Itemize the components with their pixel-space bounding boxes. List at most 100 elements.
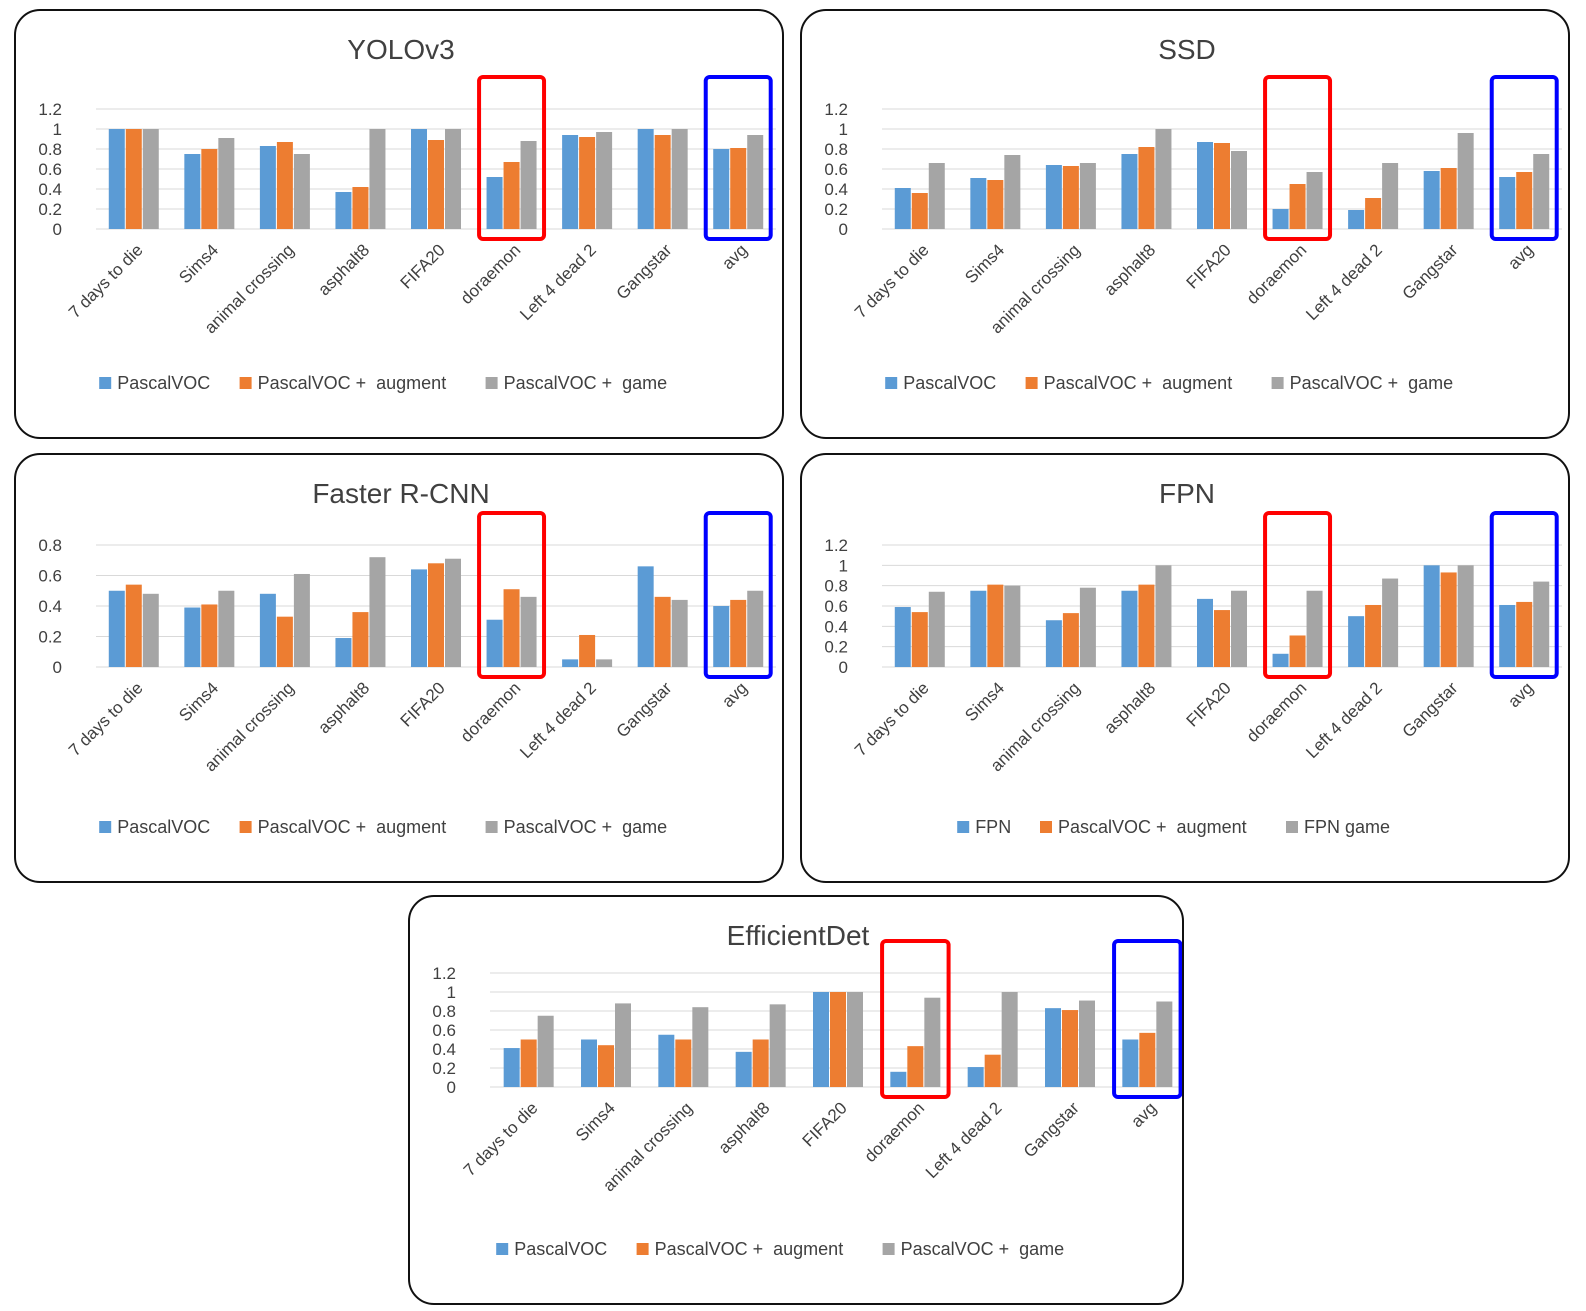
y-tick-label: 0.8	[38, 536, 62, 555]
bar-pascalvoc-augment-7-days-to-die	[911, 193, 928, 229]
y-tick-label: 0.6	[38, 567, 62, 586]
bar-pascalvoc-avg	[713, 606, 730, 667]
bar-pascalvoc-augment-avg	[1516, 172, 1533, 229]
bar-fpn-gangstar	[1423, 565, 1440, 667]
y-tick-label: 0.2	[824, 638, 848, 657]
bar-pascalvoc-sims4	[581, 1039, 597, 1087]
bar-pascalvoc-doraemon	[486, 177, 503, 229]
bar-pascalvoc-7-days-to-die	[503, 1048, 520, 1087]
bar-fpn-game-asphalt8	[1155, 565, 1172, 667]
legend-swatch-pascalvoc-augment	[636, 1243, 649, 1255]
highlight-box-red	[880, 939, 951, 1099]
x-tick-label: avg	[718, 240, 751, 273]
x-tick-label: Sims4	[572, 1098, 619, 1145]
y-tick-label: 0	[839, 658, 848, 677]
bar-pascalvoc-left-4-dead-2	[562, 659, 579, 667]
x-tick-label: Left 4 dead 2	[922, 1098, 1006, 1182]
x-tick-label: Gangstar	[1399, 678, 1462, 741]
bar-pascalvoc-game-gangstar	[671, 599, 688, 667]
legend-label: FPN game	[1304, 817, 1390, 837]
x-tick-label: Sims4	[961, 240, 1008, 287]
bar-pascalvoc-game-animal-crossing	[1079, 163, 1096, 229]
chart-title: Faster R-CNN	[312, 478, 489, 509]
x-tick-label: 7 days to die	[65, 678, 147, 760]
bar-fpn-asphalt8	[1121, 590, 1138, 667]
x-tick-label: 7 days to die	[65, 240, 147, 322]
chart-svg-yolov3: YOLOv3 00.20.40.60.811.2 7 days to die Sims…	[38, 34, 776, 393]
legend-swatch-pascalvoc-augment	[239, 821, 252, 833]
bar-pascalvoc-augment-fifa20	[1214, 143, 1230, 229]
bar-pascalvoc-augment-left-4-dead-2	[984, 1054, 1001, 1087]
y-tick-label: 0	[53, 658, 62, 677]
y-tick-label: 0.8	[38, 140, 62, 159]
bar-pascalvoc-augment-animal-crossing	[675, 1039, 692, 1087]
legend-swatch-pascalvoc-augment	[1040, 821, 1052, 833]
bar-pascalvoc-augment-avg	[1516, 601, 1533, 667]
legend-label: PascalVOC + augment	[655, 1239, 844, 1259]
highlight-box-red	[1263, 511, 1333, 679]
bar-pascalvoc-augment-7-days-to-die	[911, 612, 928, 667]
y-tick-label: 0.2	[432, 1059, 456, 1078]
x-tick-label: doraemon	[1243, 240, 1311, 308]
legend-swatch-fpn	[957, 821, 970, 833]
legend-swatch-pascalvoc	[885, 377, 898, 389]
bar-pascalvoc-doraemon	[486, 619, 503, 667]
bar-pascalvoc-augment-asphalt8	[1138, 584, 1155, 667]
bar-pascalvoc-game-doraemon	[520, 596, 537, 667]
x-tick-label: Sims4	[175, 240, 222, 287]
legend-label: PascalVOC + game	[901, 1239, 1065, 1259]
bar-pascalvoc-avg	[713, 149, 730, 229]
bar-pascalvoc-game-animal-crossing	[293, 573, 310, 667]
bar-pascalvoc-animal-crossing	[658, 1034, 675, 1087]
x-tick-label: Sims4	[175, 678, 222, 725]
bar-pascalvoc-game-animal-crossing	[293, 154, 310, 229]
bar-pascalvoc-augment-sims4	[201, 149, 218, 229]
legend-swatch-pascalvoc	[99, 821, 112, 833]
chart-panel-faster-rcnn: Faster R-CNN 0 0.2 0.4 0.6 0.8 7 days to die Si…	[14, 453, 784, 883]
y-tick-label: 1	[53, 120, 62, 139]
y-tick-label: 1	[447, 983, 456, 1002]
legend-label: PascalVOC	[117, 817, 210, 837]
highlight-box-red	[477, 75, 547, 241]
bar-pascalvoc-game-fifa20	[1231, 151, 1247, 229]
y-tick-label: 1.2	[38, 100, 62, 119]
bar-pascalvoc-augment-7-days-to-die	[125, 129, 142, 229]
bar-pascalvoc-animal-crossing	[259, 146, 276, 229]
bar-pascalvoc-left-4-dead-2	[967, 1067, 984, 1087]
chart-title: FPN	[1159, 478, 1215, 509]
x-tick-label: asphalt8	[314, 240, 373, 299]
bar-pascalvoc-sims4	[184, 607, 201, 667]
x-tick-label: asphalt8	[1100, 240, 1159, 299]
x-tick-label: Sims4	[961, 678, 1008, 725]
bar-pascalvoc-left-4-dead-2	[562, 135, 579, 229]
chart-title: SSD	[1158, 34, 1216, 65]
bar-pascalvoc-augment-fifa20	[1214, 610, 1230, 667]
bar-fpn-animal-crossing	[1045, 620, 1062, 667]
bar-fpn-game-fifa20	[1231, 590, 1247, 667]
legend-swatch-pascalvoc-augment	[239, 377, 252, 389]
y-tick-label: 0.4	[824, 617, 848, 636]
legend-swatch-pascalvoc-augment	[1025, 377, 1038, 389]
x-tick-label: Gangstar	[613, 240, 676, 303]
chart-title: YOLOv3	[347, 34, 454, 65]
y-tick-label: 0.6	[432, 1021, 456, 1040]
x-tick-label: Left 4 dead 2	[1302, 678, 1386, 762]
bar-pascalvoc-game-left-4-dead-2	[1001, 992, 1018, 1087]
bar-pascalvoc-doraemon	[890, 1071, 907, 1087]
y-tick-label: 0.4	[432, 1040, 456, 1059]
bar-pascalvoc-augment-fifa20	[830, 992, 846, 1087]
x-tick-label: doraemon	[457, 240, 525, 308]
y-tick-label: 0.4	[38, 597, 62, 616]
bar-fpn-fifa20	[1197, 598, 1213, 667]
x-tick-label: FIFA20	[799, 1098, 851, 1150]
bar-pascalvoc-augment-doraemon	[1289, 184, 1306, 229]
highlight-box-blue	[1489, 75, 1559, 241]
legend-label: PascalVOC + augment	[1058, 817, 1247, 837]
bar-pascalvoc-augment-sims4	[598, 1045, 614, 1087]
bar-fpn-left-4-dead-2	[1348, 616, 1365, 667]
chart-svg-faster-rcnn: Faster R-CNN 0 0.2 0.4 0.6 0.8 7 days to die Si…	[38, 478, 776, 837]
bar-fpn-avg	[1499, 604, 1516, 667]
bar-pascalvoc-game-7-days-to-die	[928, 163, 945, 229]
legend-swatch-pascalvoc	[496, 1243, 509, 1255]
